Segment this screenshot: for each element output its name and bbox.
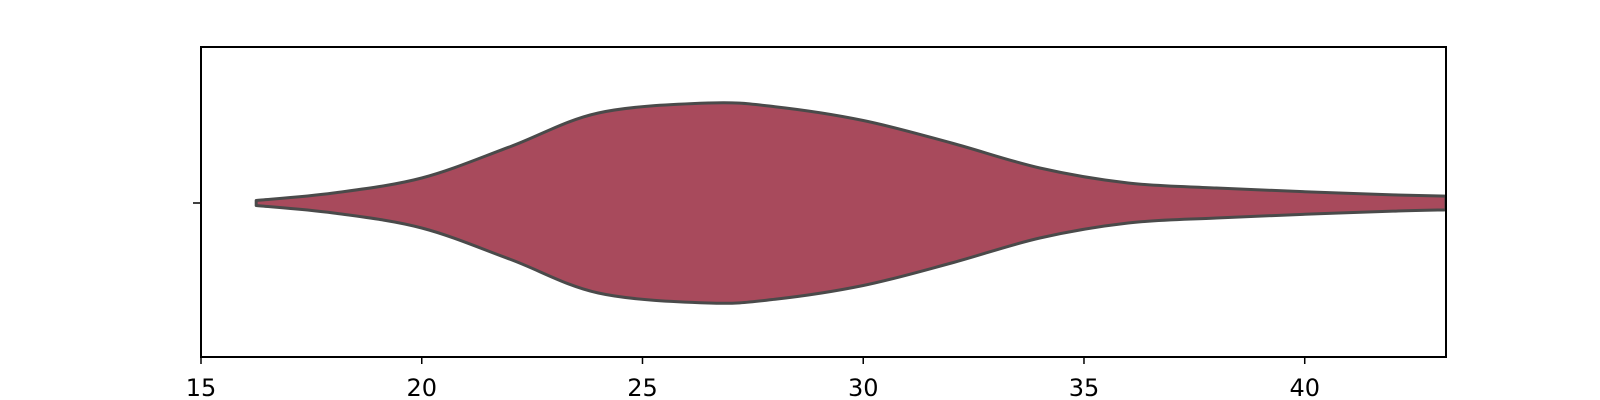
x-tick-label-20: 20 bbox=[406, 374, 437, 400]
x-tick-label-35: 35 bbox=[1069, 374, 1100, 400]
plot-frame bbox=[200, 46, 1447, 358]
x-axis: 15 20 25 30 35 40 bbox=[186, 357, 1320, 400]
x-tick-label-30: 30 bbox=[848, 374, 879, 400]
violin-body-0 bbox=[254, 101, 1446, 305]
violin-layer bbox=[254, 101, 1446, 305]
x-tick-label-15: 15 bbox=[186, 374, 217, 400]
x-tick-label-40: 40 bbox=[1289, 374, 1320, 400]
x-tick-label-25: 25 bbox=[627, 374, 658, 400]
